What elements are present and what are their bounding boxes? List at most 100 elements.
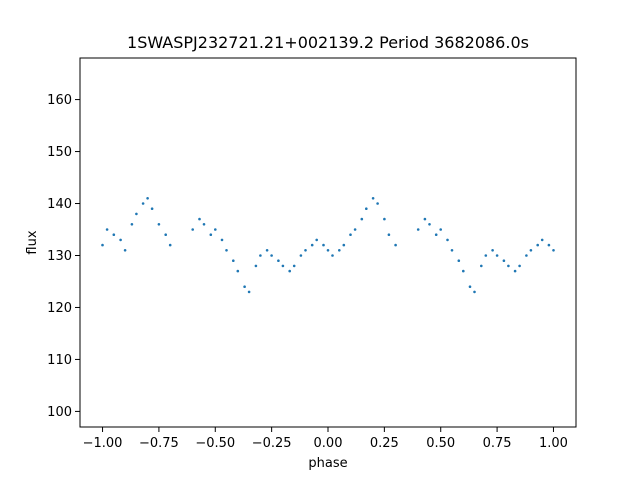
data-point	[457, 259, 461, 263]
data-point	[423, 217, 427, 221]
data-point	[270, 254, 273, 257]
data-point	[247, 290, 251, 294]
data-point	[265, 249, 269, 252]
x-tick-label: −0.25	[252, 436, 292, 451]
data-point	[254, 264, 258, 268]
data-point	[439, 228, 443, 231]
data-point	[428, 223, 431, 226]
x-tick-label: 0.75	[483, 436, 512, 451]
data-point	[191, 228, 194, 231]
data-point	[502, 259, 506, 263]
data-point	[101, 243, 104, 247]
data-point	[547, 243, 551, 247]
data-point	[326, 249, 330, 252]
x-tick-label: −1.00	[83, 436, 123, 451]
data-point	[552, 249, 555, 252]
data-point	[434, 233, 438, 236]
y-tick-label: 140	[47, 197, 72, 212]
data-point	[525, 254, 528, 257]
data-point	[468, 285, 472, 289]
data-point	[473, 290, 476, 294]
data-point	[450, 249, 454, 252]
data-point	[322, 243, 325, 247]
data-point	[112, 233, 116, 236]
data-point	[105, 228, 109, 231]
data-point	[119, 238, 122, 242]
data-point	[277, 259, 280, 263]
x-axis-label: phase	[308, 456, 347, 471]
data-point	[310, 243, 314, 247]
data-point	[130, 223, 134, 226]
data-point	[518, 264, 521, 268]
data-point	[371, 197, 375, 200]
scatter-points	[101, 197, 555, 294]
data-point	[365, 207, 368, 210]
data-point	[135, 212, 138, 216]
x-tick-label: −0.50	[195, 436, 235, 451]
y-axis-ticks: 100 110 120 130 140 150 160	[47, 93, 80, 420]
data-point	[281, 264, 285, 268]
data-point	[331, 254, 334, 257]
data-point	[168, 243, 172, 247]
data-point	[299, 254, 303, 257]
data-point	[342, 243, 346, 247]
data-point	[288, 269, 292, 273]
x-tick-label: 0.50	[426, 436, 455, 451]
y-axis-label: flux	[25, 230, 40, 254]
y-tick-label: 120	[47, 301, 72, 316]
data-point	[315, 238, 319, 242]
data-point	[338, 249, 341, 252]
y-tick-label: 130	[47, 249, 72, 264]
x-tick-label: 0.25	[370, 436, 399, 451]
data-point	[540, 238, 544, 242]
y-tick-label: 110	[47, 353, 72, 368]
data-point	[146, 197, 149, 200]
data-point	[236, 269, 240, 273]
data-point	[123, 249, 127, 252]
data-point	[495, 254, 499, 257]
data-point	[480, 264, 483, 268]
data-point	[157, 223, 161, 226]
data-point	[491, 249, 494, 252]
data-point	[376, 202, 379, 205]
data-point	[462, 269, 465, 273]
chart-title: 1SWASPJ232721.21+002139.2 Period 3682086…	[127, 33, 529, 52]
data-point	[225, 249, 228, 252]
data-point	[150, 207, 154, 210]
data-point	[360, 217, 364, 221]
data-point	[507, 264, 510, 268]
data-point	[383, 217, 386, 221]
data-point	[214, 228, 217, 231]
data-point	[387, 233, 391, 236]
data-point	[243, 285, 246, 289]
data-point	[209, 233, 213, 236]
data-point	[304, 249, 307, 252]
data-point	[446, 238, 449, 242]
y-tick-label: 160	[47, 93, 72, 108]
x-tick-label: 0.00	[314, 436, 343, 451]
data-point	[141, 202, 145, 205]
data-point	[164, 233, 167, 236]
y-tick-label: 150	[47, 145, 72, 160]
data-point	[416, 228, 420, 231]
y-tick-label: 100	[47, 405, 72, 420]
x-axis-ticks: −1.00 −0.75 −0.50 −0.25 0.00 0.25 0.50 0.75 1.00	[83, 427, 568, 451]
data-point	[349, 233, 352, 236]
data-point	[536, 243, 539, 247]
data-point	[513, 269, 517, 273]
data-point	[529, 249, 533, 252]
x-tick-label: −0.75	[139, 436, 179, 451]
x-tick-label: 1.00	[539, 436, 568, 451]
data-point	[220, 238, 224, 242]
data-point	[292, 264, 296, 268]
data-point	[259, 254, 262, 257]
data-point	[353, 228, 357, 231]
data-point	[198, 217, 201, 221]
data-point	[484, 254, 488, 257]
data-point	[394, 243, 397, 247]
data-point	[202, 223, 206, 226]
data-point	[232, 259, 235, 263]
